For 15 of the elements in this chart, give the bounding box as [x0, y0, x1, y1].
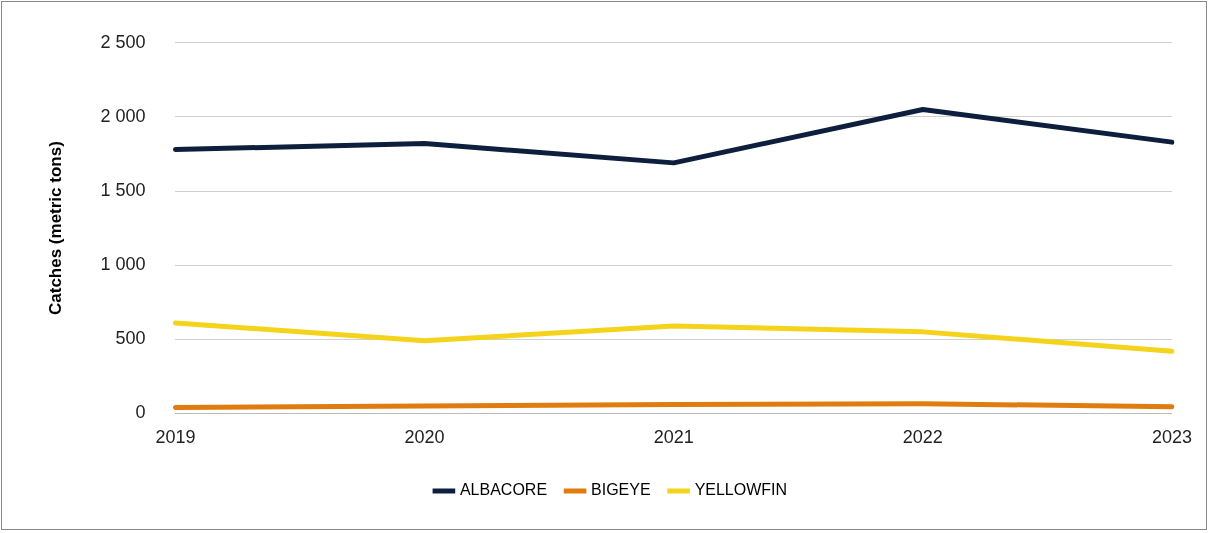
- x-tick-label: 2020: [404, 427, 445, 448]
- legend-label: YELLOWFIN: [694, 481, 788, 499]
- legend-label: ALBACORE: [459, 481, 548, 499]
- y-tick-label: 2 000: [100, 105, 146, 126]
- x-tick-label: 2021: [653, 427, 694, 448]
- legend-label: BIGEYE: [591, 481, 651, 499]
- x-tick-label: 2023: [1151, 427, 1192, 448]
- y-tick-label: 1 000: [100, 254, 146, 275]
- y-axis-title: Catches (metric tons): [45, 141, 65, 316]
- x-tick-label: 2019: [155, 427, 196, 448]
- y-tick-label: 500: [115, 328, 146, 349]
- y-tick-label: 2 500: [100, 31, 146, 52]
- x-tick-label: 2022: [902, 427, 943, 448]
- y-tick-label: 0: [135, 402, 146, 423]
- y-tick-label: 1 500: [100, 180, 146, 201]
